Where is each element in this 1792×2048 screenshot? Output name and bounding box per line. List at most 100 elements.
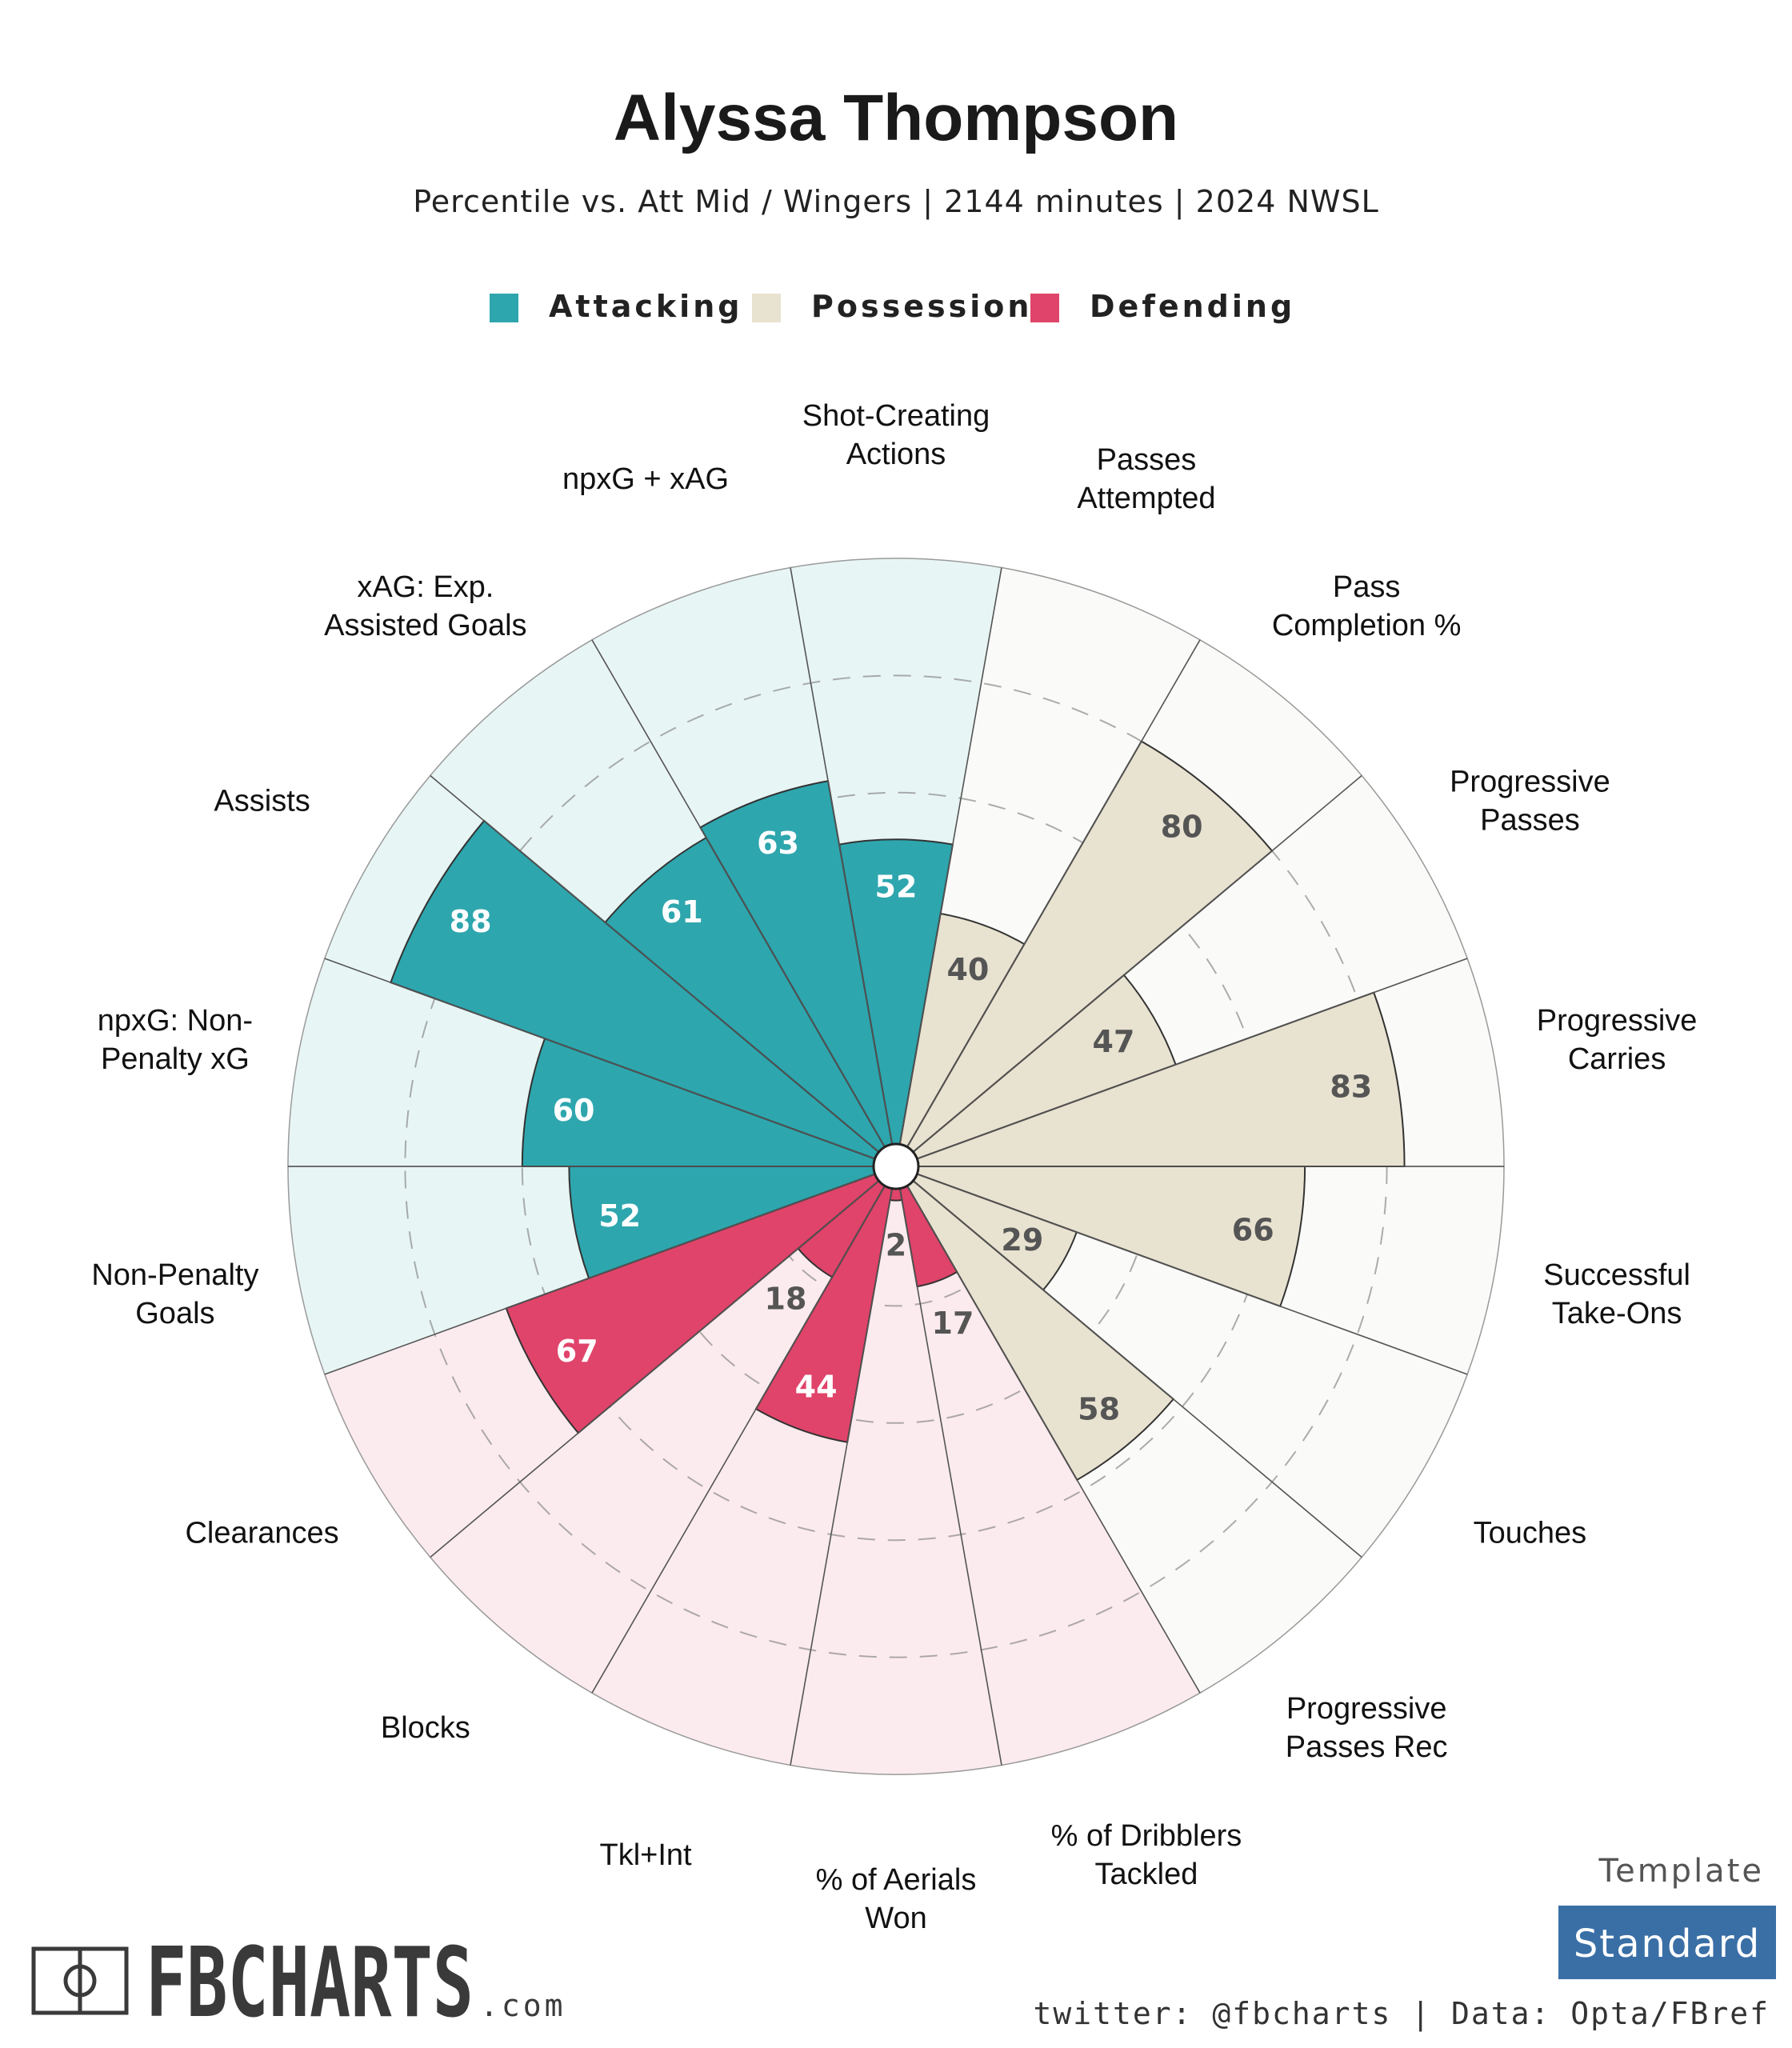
value-label: 40 bbox=[946, 952, 989, 987]
value-label: 61 bbox=[661, 894, 703, 930]
value-wedge bbox=[390, 819, 897, 1167]
value-label: 2 bbox=[886, 1228, 906, 1263]
spoke bbox=[591, 1166, 897, 1694]
spoke bbox=[430, 1166, 897, 1558]
spoke bbox=[895, 1166, 1362, 1558]
spoke bbox=[895, 1166, 1468, 1375]
brand-logo: FBCHARTS .com bbox=[31, 1928, 566, 2039]
spoke bbox=[324, 958, 897, 1167]
value-label: 44 bbox=[795, 1369, 838, 1404]
category-label-line: Non-Penalty bbox=[91, 1258, 258, 1292]
category-label: Successful Take-Ons bbox=[1543, 1258, 1690, 1330]
category-label-line: Assists bbox=[214, 785, 310, 818]
category-label-line: Carries bbox=[1568, 1042, 1666, 1076]
category-label-line: Penalty xG bbox=[101, 1042, 250, 1076]
category-label: npxG: Non- Penalty xG bbox=[98, 1004, 253, 1076]
category-label-line: Progressive bbox=[1450, 766, 1610, 799]
value-label: 52 bbox=[875, 869, 918, 904]
category-label-line: Attempted bbox=[1077, 482, 1215, 515]
value-label: 80 bbox=[1161, 809, 1203, 844]
background-wedge bbox=[895, 1166, 1202, 1766]
category-label: Progressive Passes Rec bbox=[1286, 1692, 1448, 1764]
value-wedge bbox=[568, 1166, 897, 1280]
value-labels: 52 40 80 47 83 66 29 58 17 2 44 18 67 52 60 88 61 63 bbox=[450, 809, 1373, 1426]
category-label-line: xAG: Exp. bbox=[357, 570, 494, 604]
category-label-line: Passes Rec bbox=[1286, 1730, 1448, 1764]
value-wedge bbox=[521, 1037, 897, 1167]
pitch-icon bbox=[31, 1946, 129, 2015]
category-label-line: Progressive bbox=[1537, 1004, 1698, 1038]
chart-title: Alyssa Thompson bbox=[614, 82, 1178, 154]
value-label: 17 bbox=[932, 1306, 974, 1341]
legend-swatch-defending bbox=[1030, 294, 1059, 322]
legend-swatch-attacking bbox=[490, 294, 518, 322]
value-label: 88 bbox=[450, 904, 492, 939]
spoke bbox=[895, 567, 1002, 1167]
template-value: Standard bbox=[1574, 1922, 1761, 1966]
category-label-line: Actions bbox=[846, 438, 946, 471]
value-label: 29 bbox=[1001, 1222, 1043, 1258]
category-label-line: Tackled bbox=[1095, 1858, 1198, 1891]
value-wedge bbox=[895, 1166, 1306, 1308]
value-label: 60 bbox=[553, 1093, 595, 1128]
category-label: Blocks bbox=[381, 1711, 470, 1745]
category-label-line: Won bbox=[865, 1902, 926, 1935]
value-label: 67 bbox=[556, 1334, 598, 1369]
spoke bbox=[591, 639, 897, 1167]
category-label-line: Passes bbox=[1097, 443, 1197, 477]
category-label: Progressive Passes bbox=[1450, 766, 1610, 838]
category-label-line: npxG: Non- bbox=[98, 1004, 253, 1038]
value-wedge bbox=[895, 974, 1177, 1167]
value-wedge bbox=[838, 838, 954, 1167]
background-wedge bbox=[429, 1166, 897, 1694]
brand-suffix: .com bbox=[480, 1988, 566, 2023]
category-label: xAG: Exp. Assisted Goals bbox=[324, 570, 526, 642]
background-wedge bbox=[790, 1166, 1002, 1775]
spoke bbox=[895, 639, 1201, 1167]
category-label-line: Touches bbox=[1474, 1517, 1587, 1550]
spoke bbox=[430, 774, 897, 1167]
category-label: % of Dribblers Tackled bbox=[1051, 1819, 1242, 1891]
category-label-line: Completion % bbox=[1272, 609, 1462, 642]
legend: Attacking Possession Defending bbox=[490, 289, 1292, 324]
category-label: Progressive Carries bbox=[1537, 1004, 1698, 1076]
value-label: 47 bbox=[1093, 1024, 1135, 1059]
template-label: Template bbox=[1598, 1853, 1764, 1890]
category-label: Non-Penalty Goals bbox=[91, 1258, 258, 1330]
center-hole bbox=[872, 1142, 920, 1190]
chart-subtitle: Percentile vs. Att Mid / Wingers | 2144 … bbox=[413, 184, 1379, 220]
category-label-line: Successful bbox=[1543, 1258, 1690, 1292]
category-label: Touches bbox=[1474, 1517, 1587, 1550]
spoke bbox=[895, 1166, 1201, 1694]
category-label-line: Assisted Goals bbox=[324, 609, 526, 642]
category-label-line: npxG + xAG bbox=[562, 462, 729, 496]
spoke bbox=[895, 958, 1468, 1167]
spoke bbox=[790, 1166, 897, 1766]
category-label: npxG + xAG bbox=[562, 462, 729, 496]
value-label: 58 bbox=[1078, 1391, 1120, 1426]
category-label: Shot-Creating Actions bbox=[802, 399, 990, 471]
category-label-line: % of Aerials bbox=[816, 1863, 977, 1897]
legend-swatch-possession bbox=[752, 294, 781, 322]
category-label-line: Blocks bbox=[381, 1711, 470, 1745]
category-label-line: % of Dribblers bbox=[1051, 1819, 1242, 1853]
value-wedge bbox=[604, 836, 897, 1167]
category-label: Tkl+Int bbox=[599, 1838, 692, 1872]
category-label-line: Passes bbox=[1480, 804, 1580, 838]
category-labels: Shot-Creating Actions Passes Attempted Pass C… bbox=[91, 399, 1697, 1935]
category-label: % of Aerials Won bbox=[816, 1863, 977, 1935]
value-label: 63 bbox=[757, 826, 799, 861]
category-label: Assists bbox=[214, 785, 310, 818]
category-label: Clearances bbox=[185, 1517, 338, 1550]
category-label: Passes Attempted bbox=[1077, 443, 1215, 515]
value-wedge bbox=[895, 740, 1274, 1167]
spokes bbox=[288, 567, 1504, 1766]
value-label: 66 bbox=[1232, 1213, 1274, 1248]
category-label-line: Progressive bbox=[1286, 1692, 1447, 1726]
value-wedge bbox=[699, 780, 897, 1167]
value-label: 52 bbox=[598, 1198, 641, 1234]
category-label-line: Pass bbox=[1333, 570, 1400, 604]
value-wedges bbox=[390, 740, 1406, 1482]
value-label: 18 bbox=[765, 1282, 807, 1317]
template-badge bbox=[1558, 1906, 1776, 1979]
